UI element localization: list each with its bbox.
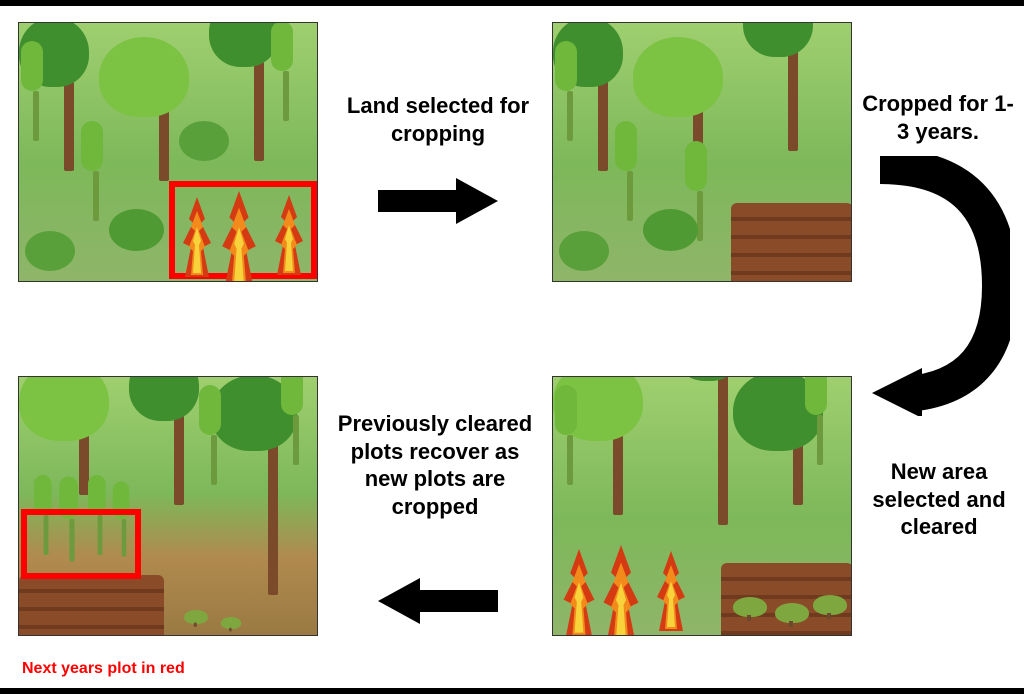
bush	[109, 209, 164, 251]
fire-icon	[177, 197, 217, 277]
crop-icon	[733, 597, 767, 617]
tree-slim	[207, 385, 221, 485]
crop-icon	[184, 610, 208, 624]
tree-slim	[29, 41, 43, 141]
arrow-curved-icon	[870, 156, 1010, 416]
tree-slim	[623, 121, 637, 221]
fire-icon	[596, 545, 646, 636]
label-cropped-years: Cropped for 1-3 years.	[858, 90, 1018, 145]
forest-scene	[553, 23, 851, 281]
fire-icon	[215, 191, 263, 282]
forest-scene	[19, 23, 317, 281]
tree-slim	[563, 385, 577, 485]
tree	[773, 22, 813, 151]
forest-scene	[19, 377, 317, 635]
panel-burning-selection	[18, 22, 318, 282]
crop-field	[19, 575, 164, 636]
tree-slim	[813, 376, 827, 465]
bush	[25, 231, 75, 271]
crop-icon	[221, 617, 241, 629]
crop-field	[731, 203, 852, 282]
tree	[159, 376, 199, 505]
bush	[559, 231, 609, 271]
tree-slim	[289, 376, 303, 465]
panel-cropping	[552, 22, 852, 282]
panel-recovery	[18, 376, 318, 636]
bush	[179, 121, 229, 161]
caption-next-plot: Next years plot in red	[22, 660, 185, 678]
bush	[643, 209, 698, 251]
forest-scene	[553, 377, 851, 635]
fire-icon	[557, 549, 601, 636]
tree	[593, 376, 643, 515]
arrow-right-icon	[378, 178, 498, 224]
label-new-area: New area selected and cleared	[864, 458, 1014, 541]
fire-icon	[269, 195, 309, 275]
panel-new-area	[552, 376, 852, 636]
crop-icon	[775, 603, 809, 623]
tree-slim	[563, 41, 577, 141]
fire-icon	[651, 551, 691, 631]
next-plot-box	[21, 509, 141, 579]
tree	[139, 31, 189, 181]
crop-icon	[813, 595, 847, 615]
label-land-selected: Land selected for cropping	[338, 92, 538, 147]
label-recovery: Previously cleared plots recover as new …	[330, 410, 540, 520]
tree-slim	[279, 22, 293, 121]
arrow-left-icon	[378, 578, 498, 624]
tree-slim	[89, 121, 103, 221]
